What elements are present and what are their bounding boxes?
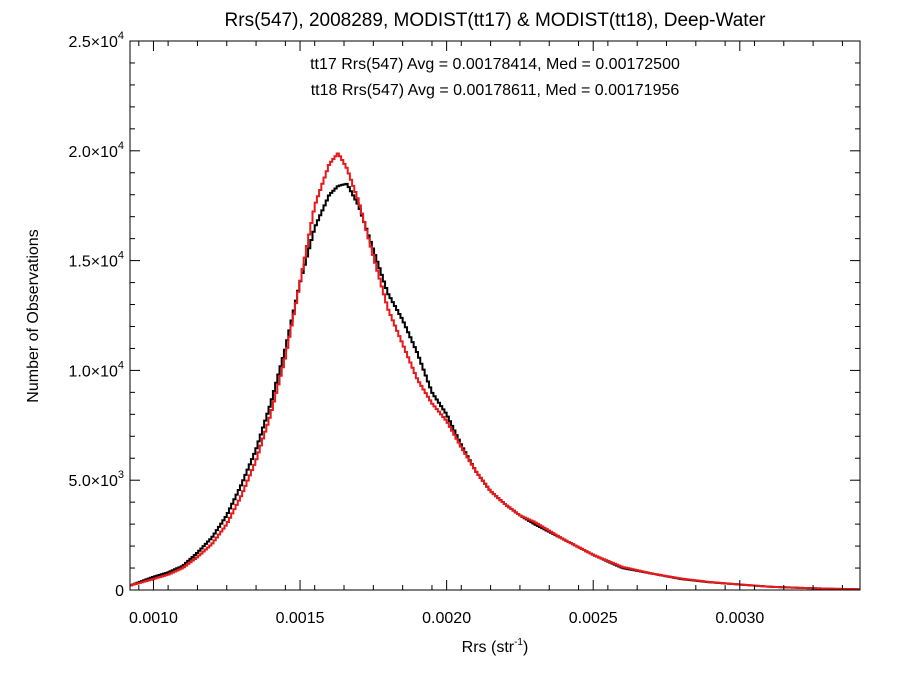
chart-title: Rrs(547), 2008289, MODIST(tt17) & MODIST… — [225, 10, 767, 31]
x-tick-label: 0.0015 — [276, 610, 325, 627]
y-tick-label: 1.5×104 — [68, 250, 124, 271]
x-tick-label: 0.0010 — [129, 610, 178, 627]
x-tick-label: 0.0025 — [569, 610, 618, 627]
series-line-tt18 — [130, 152, 860, 591]
y-axis: 0 5.0×103 1.0×104 1.5×104 2.0×104 2.5×104 — [68, 30, 860, 600]
y-tick-label: 0 — [115, 583, 124, 600]
y-axis-label: Number of Observations — [25, 229, 42, 402]
plot-frame — [129, 40, 861, 591]
annotation-tt18: tt18 Rrs(547) Avg = 0.00178611, Med = 0.… — [311, 82, 680, 99]
series-layer — [130, 152, 860, 591]
plot-area — [129, 40, 861, 591]
y-tick-label: 1.0×104 — [68, 359, 124, 380]
x-tick-label: 0.0020 — [422, 610, 471, 627]
y-tick-label: 2.5×104 — [68, 30, 124, 51]
x-axis: 0.0010 0.0015 0.0020 0.0025 0.0030 — [129, 41, 843, 627]
annotation-tt17: tt17 Rrs(547) Avg = 0.00178414, Med = 0.… — [310, 56, 680, 73]
y-tick-label: 5.0×103 — [68, 469, 124, 490]
x-tick-label: 0.0030 — [715, 610, 764, 627]
x-axis-label: Rrs (str-1) — [462, 637, 529, 656]
y-tick-label: 2.0×104 — [68, 140, 124, 161]
